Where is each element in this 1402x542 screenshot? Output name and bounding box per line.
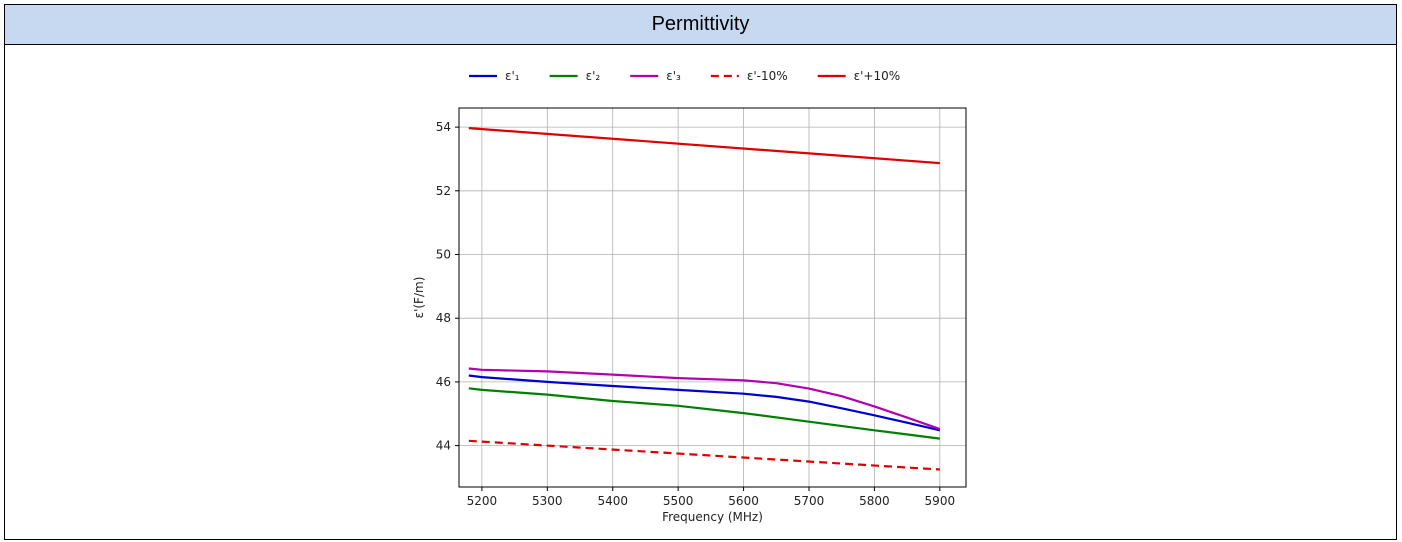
series-line-1 (468, 374, 941, 432)
y-axis-ticks: 44 46 48 50 52 54 (436, 120, 459, 453)
legend: ε'₁ ε'₂ ε'₃ ε'-10% ε'+10% (469, 69, 900, 83)
x-tick-label: 5200 (467, 494, 498, 508)
series-line-2 (468, 387, 940, 440)
x-tick-label: 5600 (728, 494, 759, 508)
legend-label-1: ε'₁ (505, 69, 520, 83)
panel-title: Permittivity (5, 5, 1396, 45)
plot-frame (458, 107, 967, 488)
x-axis-label: Frequency (MHz) (662, 510, 763, 524)
x-axis-ticks: 5200 5300 5400 5500 5600 5700 5800 5900 (467, 487, 955, 508)
y-tick-label: 48 (436, 311, 451, 325)
y-tick-label: 50 (436, 248, 451, 262)
x-tick-label: 5900 (925, 494, 956, 508)
permittivity-panel: Permittivity 5200 5300 5400 5500 5600 5700 580… (4, 4, 1397, 540)
x-tick-label: 5500 (663, 494, 694, 508)
grid (459, 108, 966, 487)
x-tick-label: 5400 (597, 494, 628, 508)
permittivity-chart: 5200 5300 5400 5500 5600 5700 5800 5900 44 46 48 5… (412, 69, 967, 524)
x-tick-label: 5800 (859, 494, 890, 508)
series-line-5 (468, 127, 940, 165)
y-tick-label: 46 (436, 375, 451, 389)
y-tick-label: 52 (436, 184, 451, 198)
y-axis-label: ε'(F/m) (412, 277, 426, 319)
x-tick-label: 5700 (794, 494, 825, 508)
legend-label-3: ε'₃ (666, 69, 681, 83)
legend-label-4: ε'-10% (747, 69, 788, 83)
y-tick-label: 44 (436, 439, 451, 453)
x-tick-label: 5300 (532, 494, 563, 508)
series-line-3 (468, 367, 941, 431)
legend-label-2: ε'₂ (586, 69, 601, 83)
y-tick-label: 54 (436, 120, 451, 134)
legend-label-5: ε'+10% (854, 69, 901, 83)
series-line-4 (468, 439, 940, 471)
series-lines (468, 127, 941, 471)
